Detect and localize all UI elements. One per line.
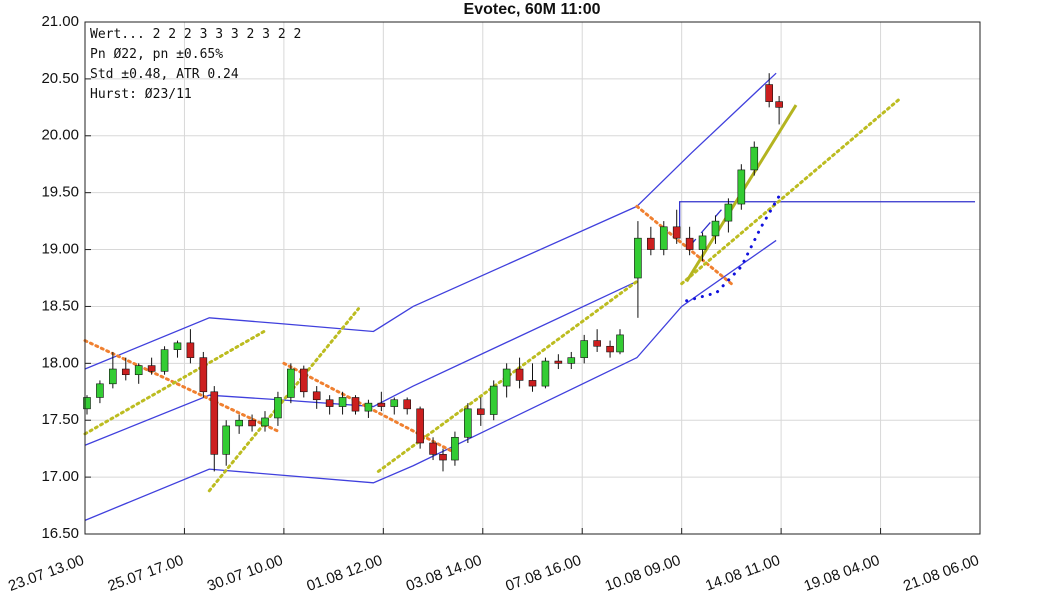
candle-body [672,226,681,239]
candle-body [698,235,707,250]
candle-body [338,397,347,407]
candle-body [274,397,282,419]
candle-body [659,226,668,250]
overlay-line [84,239,777,521]
candle-body [186,342,195,358]
candle-body [235,419,243,427]
candle-body [429,442,437,455]
candle-body [173,342,182,350]
candle-body [502,368,511,387]
candle-body [775,101,783,108]
candle-body [554,360,563,364]
candle-body [364,402,373,412]
candle-body [121,368,130,376]
annotation: Wert... 2 2 2 3 3 3 2 3 2 2 [90,27,301,42]
plot-frame [84,21,981,535]
candle-body [147,365,156,372]
overlay-line [83,329,266,436]
candle-body [325,399,334,407]
candle-body [541,360,550,387]
candle-body [737,169,746,205]
candle-body [489,385,498,415]
y-tick-label: 17.00 [41,468,79,485]
candle-body [261,417,269,427]
candle-body [724,203,733,222]
overlay-line [635,204,733,286]
y-tick-label: 17.50 [41,411,79,428]
candle-body [593,340,601,347]
candle-body [390,399,399,407]
candle-body [606,345,614,353]
candle-body [222,425,231,455]
overlay-line [680,96,902,286]
y-tick-label: 18.00 [41,354,79,371]
candle-body [616,334,624,353]
candle-body [416,408,424,444]
candle-body [403,399,412,410]
candle-body [515,368,524,381]
candle-body [109,368,117,385]
y-tick-label: 19.00 [41,241,79,258]
y-tick-label: 20.50 [41,70,79,87]
annotation: Std ±0.48, ATR 0.24 [90,67,239,82]
candle-body [580,340,589,358]
candle-body [199,357,208,393]
annotation: Pn Ø22, pn ±0.65% [90,47,223,62]
candle-body [464,408,472,438]
candle-body [528,380,537,387]
candle-body [711,220,720,237]
candle-body [287,368,295,398]
overlay-line [679,201,976,239]
candle-body [765,84,773,102]
candle-body [210,391,219,455]
candle-body [160,349,169,372]
candle-body [83,397,91,410]
chart-title: Evotec, 60M 11:00 [464,1,601,18]
y-tick-label: 20.00 [41,127,79,144]
y-tick-label: 18.50 [41,297,79,314]
y-tick-label: 21.00 [41,13,79,30]
candle-body [96,383,104,398]
candle-body [439,454,447,461]
candle-body [134,365,143,376]
overlay-line [207,307,360,493]
candle-body [567,357,576,364]
candle-body [299,368,308,393]
y-tick-label: 16.50 [41,525,79,542]
candle-body [351,397,360,412]
annotation: Hurst: Ø23/11 [90,87,192,102]
candle-body [750,146,759,171]
overlay-line [84,72,777,370]
candle-body [377,402,386,407]
candle-body [685,237,694,250]
candle-body [476,408,485,415]
candle-body [647,237,655,250]
y-tick-label: 19.50 [41,184,79,201]
candle-body [248,419,256,427]
candle-body [312,391,321,401]
candle-body [451,436,459,461]
candle-body [634,237,642,279]
overlay-line [83,339,281,434]
